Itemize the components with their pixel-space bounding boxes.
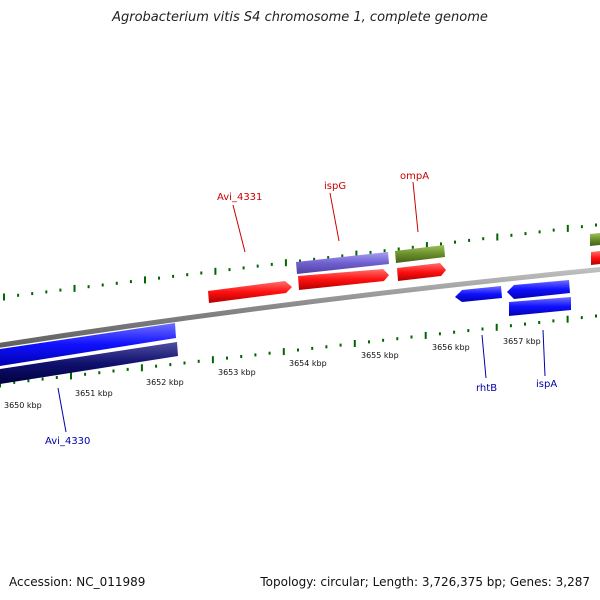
kbp-label: 3652 kbp bbox=[146, 378, 184, 387]
label-ispG: ispG bbox=[324, 181, 346, 192]
label-avi-4330: Avi_4330 bbox=[45, 436, 90, 447]
label-ispA: ispA bbox=[536, 379, 557, 390]
kbp-label: 3656 kbp bbox=[432, 343, 470, 352]
accession-text: Accession: NC_011989 bbox=[9, 575, 146, 589]
gene-ompA[interactable] bbox=[397, 263, 446, 281]
kbp-label: 3650 kbp bbox=[4, 401, 42, 410]
kbp-label: 3655 kbp bbox=[361, 351, 399, 360]
leader-rhtB bbox=[481, 334, 487, 379]
gene-ompA-feature[interactable] bbox=[395, 245, 445, 263]
kbp-label: 3657 kbp bbox=[503, 337, 541, 346]
genome-backbone bbox=[0, 266, 600, 348]
gene-edge-red[interactable] bbox=[591, 251, 600, 265]
genome-summary-text: Topology: circular; Length: 3,726,375 bp… bbox=[260, 575, 590, 589]
gene-avi-4330-feature[interactable] bbox=[0, 342, 178, 384]
kbp-label: 3653 kbp bbox=[218, 368, 256, 377]
label-avi-4331: Avi_4331 bbox=[217, 192, 262, 203]
gene-ispA[interactable] bbox=[507, 280, 570, 299]
map-title: Agrobacterium vitis S4 chromosome 1, com… bbox=[112, 10, 488, 25]
gene-ispG[interactable] bbox=[298, 269, 389, 290]
label-ompA: ompA bbox=[400, 171, 429, 182]
tick-row-inner bbox=[0, 314, 597, 388]
kbp-label: 3654 kbp bbox=[289, 359, 327, 368]
gene-rhtB[interactable] bbox=[455, 286, 502, 302]
leader-ispG bbox=[329, 192, 340, 242]
leader-avi-4330 bbox=[57, 387, 67, 433]
gene-ispG-feature[interactable] bbox=[296, 252, 389, 274]
gene-avi-4331[interactable] bbox=[208, 281, 292, 303]
gene-edge-olive[interactable] bbox=[590, 233, 600, 246]
leader-ompA bbox=[412, 181, 419, 233]
leader-avi-4331 bbox=[232, 204, 246, 253]
leader-ispA bbox=[542, 329, 546, 377]
gene-avi-4330[interactable] bbox=[0, 323, 176, 366]
gene-ispA-feature[interactable] bbox=[509, 297, 571, 316]
label-rhtB: rhtB bbox=[476, 383, 497, 394]
kbp-label: 3651 kbp bbox=[75, 389, 113, 398]
